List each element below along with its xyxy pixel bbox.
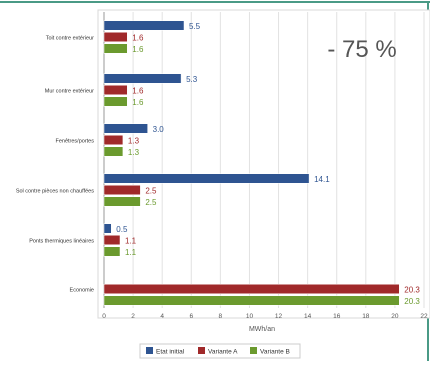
bar-etat-initial bbox=[103, 20, 185, 31]
legend-swatch bbox=[146, 347, 153, 354]
bar-variante-a bbox=[103, 85, 128, 95]
data-label: 1.1 bbox=[125, 236, 137, 245]
reduction-annotation: - 75 % bbox=[327, 36, 396, 63]
bar-variante-b bbox=[103, 246, 121, 257]
legend-swatch bbox=[250, 347, 257, 354]
bar-variante-a bbox=[103, 32, 128, 42]
legend: Etat initial Variante A Variante B bbox=[139, 343, 301, 359]
data-label: 1.1 bbox=[125, 248, 137, 257]
category-label: Sol contre pièces non chauffées bbox=[16, 189, 94, 195]
x-tick-labels: 0 2 4 6 8 10 12 14 16 18 20 22 bbox=[102, 313, 428, 320]
x-tick-label: 22 bbox=[420, 313, 428, 320]
x-tick-label: 0 bbox=[102, 313, 106, 320]
data-label: 2.5 bbox=[145, 186, 157, 195]
data-label: 20.3 bbox=[404, 297, 420, 306]
data-label: 1.3 bbox=[128, 136, 140, 145]
bar-variante-b bbox=[103, 196, 141, 207]
data-label: 1.6 bbox=[132, 98, 144, 107]
x-tick-label: 2 bbox=[131, 313, 135, 320]
bar-variante-a bbox=[103, 135, 124, 145]
x-tick-label: 10 bbox=[246, 313, 254, 320]
plot-area bbox=[97, 9, 430, 319]
bar-etat-initial bbox=[103, 173, 310, 184]
data-label: 5.3 bbox=[186, 75, 198, 84]
bar-etat-initial bbox=[103, 223, 112, 234]
x-axis-label: MWh/an bbox=[249, 326, 275, 333]
data-label: 1.6 bbox=[132, 86, 144, 95]
legend-label: Etat initial bbox=[156, 349, 185, 356]
bar-variante-b bbox=[103, 43, 128, 54]
x-tick-label: 8 bbox=[219, 313, 223, 320]
data-label: 0.5 bbox=[116, 225, 128, 234]
legend-swatch bbox=[198, 347, 205, 354]
category-label: Fenêtres/portes bbox=[55, 139, 94, 145]
bar-variante-a bbox=[103, 235, 121, 245]
x-tick-label: 18 bbox=[362, 313, 370, 320]
grid-lines bbox=[103, 12, 425, 308]
bar-variante-b bbox=[103, 146, 124, 157]
data-label: 5.5 bbox=[189, 22, 201, 31]
data-label: 3.0 bbox=[153, 125, 165, 134]
x-tick-label: 16 bbox=[333, 313, 341, 320]
x-tick-label: 4 bbox=[160, 313, 164, 320]
data-label: 2.5 bbox=[145, 198, 157, 207]
x-tick-label: 12 bbox=[275, 313, 283, 320]
legend-label: Variante A bbox=[208, 349, 238, 356]
data-label: 20.3 bbox=[404, 285, 420, 294]
bars bbox=[103, 20, 400, 306]
x-tick-label: 20 bbox=[391, 313, 399, 320]
category-label: Toit contre extérieur bbox=[46, 36, 94, 42]
bar-variante-b bbox=[103, 96, 128, 107]
data-label: 1.3 bbox=[128, 148, 140, 157]
x-tick-label: 14 bbox=[304, 313, 312, 320]
category-labels: Toit contre extérieur Mur contre extérieu… bbox=[16, 36, 94, 294]
data-label: 1.6 bbox=[132, 45, 144, 54]
value-labels: 5.5 1.6 1.6 5.3 1.6 1.6 3.0 1.3 1.3 14.1 2.5 2.5 0.5… bbox=[116, 22, 420, 306]
bar-variante-a bbox=[103, 185, 141, 195]
data-label: 1.6 bbox=[132, 33, 144, 42]
bar-etat-initial bbox=[103, 73, 182, 84]
bar-variante-b bbox=[103, 295, 400, 306]
category-label: Mur contre extérieur bbox=[45, 89, 94, 95]
legend-box bbox=[139, 343, 301, 359]
category-label: Economie bbox=[70, 288, 94, 294]
bar-etat-initial bbox=[103, 123, 148, 134]
category-label: Ponts thermiques linéaires bbox=[29, 239, 94, 245]
legend-label: Variante B bbox=[260, 349, 290, 356]
bar-variante-a bbox=[103, 284, 400, 294]
x-tick-label: 6 bbox=[189, 313, 193, 320]
data-label: 14.1 bbox=[314, 175, 330, 184]
